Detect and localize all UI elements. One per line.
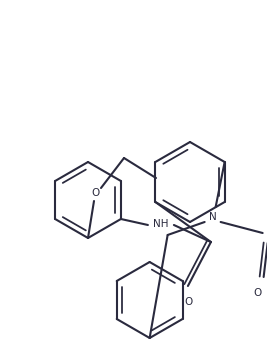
Text: NH: NH [153, 219, 169, 229]
Text: O: O [185, 297, 193, 307]
Text: O: O [253, 288, 262, 298]
Text: O: O [92, 188, 100, 198]
Text: N: N [209, 212, 217, 222]
